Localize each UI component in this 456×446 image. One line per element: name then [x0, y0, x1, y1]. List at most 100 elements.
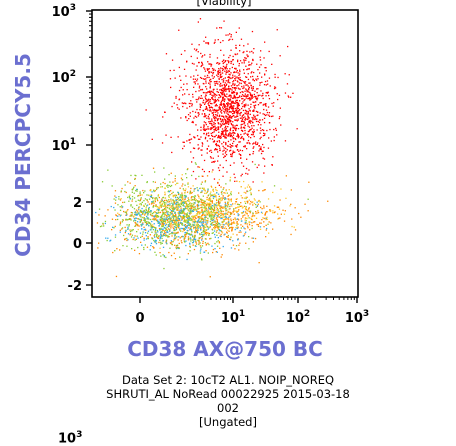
data-point: [238, 88, 240, 90]
data-point: [181, 202, 183, 204]
data-point: [251, 89, 253, 91]
data-point: [159, 252, 161, 254]
data-point: [230, 134, 232, 137]
data-point: [218, 106, 221, 108]
data-point: [138, 253, 141, 255]
data-point: [186, 229, 189, 232]
data-point: [235, 68, 237, 70]
data-point: [132, 229, 134, 231]
data-point: [124, 226, 126, 229]
data-point: [204, 189, 206, 191]
data-point: [210, 217, 212, 219]
data-point: [138, 212, 140, 214]
data-point: [222, 68, 224, 70]
data-point: [264, 67, 266, 69]
data-point: [262, 150, 264, 152]
data-point: [200, 52, 202, 55]
data-point: [212, 232, 214, 234]
data-point: [203, 225, 205, 227]
data-point: [250, 103, 252, 105]
data-point: [224, 105, 226, 107]
data-point: [243, 81, 245, 83]
data-point: [178, 219, 180, 221]
data-point: [208, 243, 210, 246]
data-point: [216, 222, 218, 224]
data-point: [131, 214, 133, 216]
data-point: [213, 117, 215, 119]
data-point: [179, 209, 181, 211]
data-point: [237, 203, 239, 206]
data-point: [236, 124, 238, 127]
data-point: [220, 212, 222, 214]
data-point: [138, 225, 140, 227]
data-point: [249, 212, 251, 214]
data-point: [228, 208, 230, 210]
data-point: [242, 211, 244, 214]
data-point: [215, 231, 218, 233]
data-point: [225, 108, 227, 110]
data-point: [227, 123, 230, 125]
data-point: [172, 226, 174, 228]
data-point: [202, 99, 205, 101]
data-point: [202, 64, 204, 66]
data-point: [151, 215, 153, 217]
data-point: [268, 210, 271, 212]
data-point: [236, 76, 238, 78]
data-point: [246, 133, 248, 135]
data-point: [213, 136, 215, 138]
data-point: [217, 62, 219, 64]
data-point: [190, 240, 192, 242]
data-point: [142, 212, 144, 214]
data-point: [248, 224, 251, 226]
data-point: [235, 138, 237, 141]
data-point: [264, 114, 267, 117]
data-point: [186, 219, 188, 221]
data-point: [187, 221, 189, 224]
data-point: [233, 80, 235, 82]
data-point: [184, 201, 186, 203]
data-point: [228, 134, 230, 136]
data-point: [148, 207, 150, 209]
data-point: [240, 120, 243, 122]
data-point: [250, 137, 252, 139]
data-point: [180, 209, 182, 211]
data-point: [183, 83, 185, 85]
data-point: [211, 120, 213, 122]
data-point: [191, 209, 193, 212]
data-point: [211, 123, 213, 125]
data-point: [186, 191, 189, 193]
data-point: [229, 33, 231, 35]
data-point: [258, 121, 261, 124]
data-point: [140, 219, 143, 221]
data-point: [212, 251, 214, 254]
data-point: [205, 207, 208, 210]
data-point: [221, 84, 223, 86]
data-point: [225, 115, 227, 117]
data-point: [233, 105, 235, 107]
data-point: [137, 228, 139, 231]
data-point: [185, 235, 187, 238]
data-point: [165, 223, 167, 226]
data-point: [196, 209, 198, 211]
data-point: [206, 132, 208, 135]
data-point: [213, 92, 215, 95]
data-point: [259, 72, 261, 74]
data-point: [232, 110, 234, 112]
data-point: [227, 236, 229, 238]
data-point: [210, 132, 212, 135]
data-point: [139, 215, 141, 217]
data-point: [224, 77, 226, 79]
data-point: [244, 81, 247, 83]
data-point: [290, 96, 292, 98]
data-point: [174, 220, 176, 222]
data-point: [256, 97, 259, 99]
data-point: [199, 237, 201, 239]
data-point: [209, 85, 211, 87]
data-point: [215, 100, 217, 102]
data-point: [257, 114, 259, 116]
data-point: [202, 199, 204, 202]
data-point: [217, 182, 219, 184]
data-point: [243, 60, 245, 62]
data-point: [236, 97, 239, 99]
data-point: [211, 71, 213, 73]
